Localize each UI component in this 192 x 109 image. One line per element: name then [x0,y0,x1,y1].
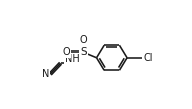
Text: NH: NH [65,54,80,64]
Text: Cl: Cl [143,53,153,63]
Text: S: S [80,47,87,57]
Text: O: O [80,35,87,45]
Text: N: N [42,69,50,79]
Text: O: O [63,47,70,57]
